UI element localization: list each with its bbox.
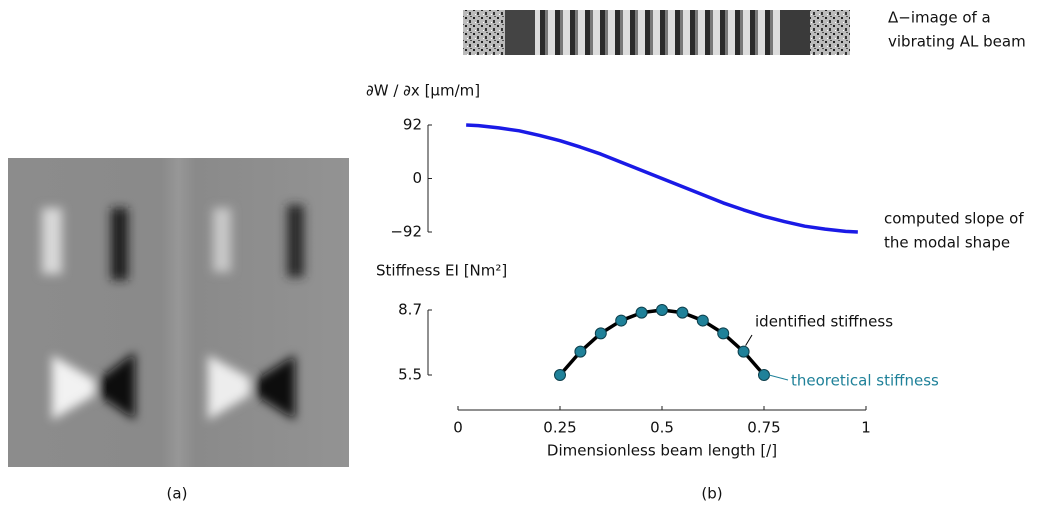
leader <box>745 334 753 346</box>
legend-label: theoretical stiffness <box>791 372 939 390</box>
x-axis-label: Dimensionless beam length [/] <box>547 442 777 460</box>
marker <box>737 345 750 358</box>
legend-label: identified stiffness <box>755 313 893 331</box>
photo <box>8 158 349 467</box>
x-tick-label: 0 <box>453 419 463 437</box>
panel-caption: (b) <box>701 485 722 503</box>
marker <box>635 306 648 319</box>
panel-caption: (a) <box>167 485 188 503</box>
y-tick-label: 5.5 <box>398 366 422 384</box>
y-tick-label: 92 <box>403 116 422 134</box>
marker <box>615 314 628 327</box>
x-tick-label: 1 <box>861 419 871 437</box>
marker <box>574 345 587 358</box>
image-caption: vibrating AL beam <box>888 33 1026 51</box>
marker <box>656 304 668 316</box>
x-tick-label: 0.5 <box>650 419 674 437</box>
marker <box>696 314 709 327</box>
annotation: the modal shape <box>884 234 1010 252</box>
x-tick-label: 0.75 <box>747 419 780 437</box>
y-axis-label: ∂W / ∂x [μm/m] <box>366 82 480 100</box>
y-tick-label: 8.7 <box>398 301 422 319</box>
annotation: computed slope of <box>884 210 1024 228</box>
marker <box>554 369 566 381</box>
marker <box>758 369 770 381</box>
delta-image <box>463 10 850 55</box>
marker <box>717 327 730 340</box>
x-tick-label: 0.25 <box>543 419 576 437</box>
y-axis-label: Stiffness EI [Nm²] <box>376 262 507 280</box>
y-tick-label: 0 <box>412 169 422 187</box>
data-line <box>558 308 766 377</box>
image-caption: Δ−image of a <box>888 9 991 27</box>
marker <box>676 306 689 319</box>
data-line <box>466 123 858 234</box>
y-tick-label: −92 <box>390 223 422 241</box>
leader <box>768 374 789 381</box>
marker <box>594 327 607 340</box>
